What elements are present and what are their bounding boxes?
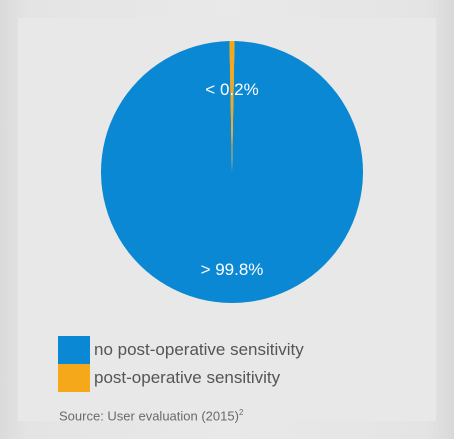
slice-label-sensitivity: < 0.2% <box>205 80 258 99</box>
pie-chart: < 0.2% > 99.8% <box>100 40 364 303</box>
source-note: Source: User evaluation (2015)2 <box>59 408 243 423</box>
legend-swatch-no-sensitivity <box>58 336 90 364</box>
source-footnote-marker: 2 <box>238 408 244 417</box>
legend-item-sensitivity: post-operative sensitivity <box>58 364 304 392</box>
legend-label-sensitivity: post-operative sensitivity <box>94 368 281 387</box>
source-text: Source: User evaluation (2015) <box>59 408 239 424</box>
slice-label-no-sensitivity: > 99.8% <box>201 260 264 279</box>
legend-item-no-sensitivity: no post-operative sensitivity <box>58 336 304 364</box>
chart-legend: no post-operative sensitivity post-opera… <box>58 336 304 392</box>
pie-slice-no-sensitivity <box>100 41 364 303</box>
legend-label-no-sensitivity: no post-operative sensitivity <box>94 340 304 359</box>
legend-swatch-sensitivity <box>58 364 90 392</box>
pie-slice-sensitivity <box>229 40 235 173</box>
